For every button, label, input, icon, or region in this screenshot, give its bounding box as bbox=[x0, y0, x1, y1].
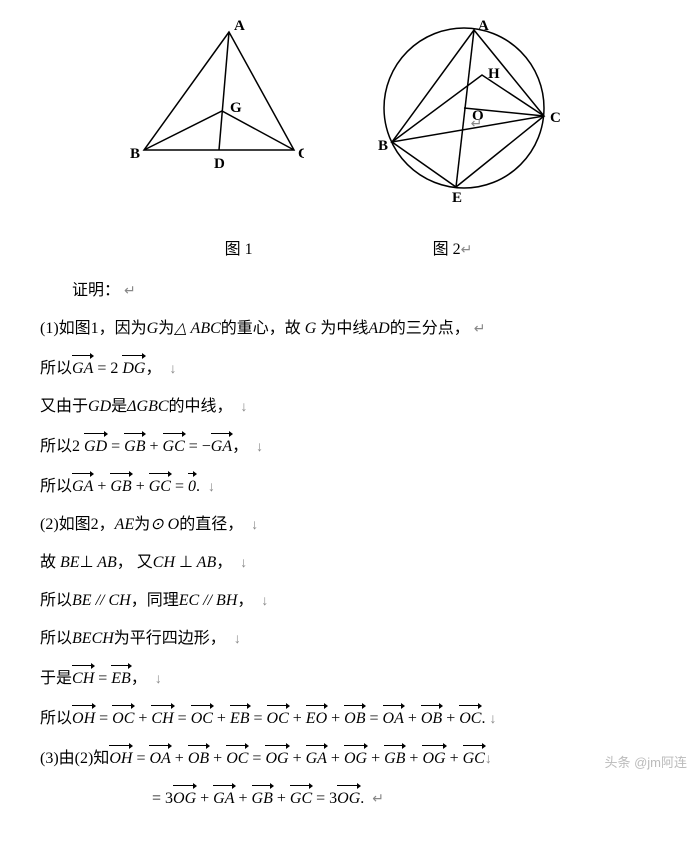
svg-text:C: C bbox=[298, 146, 304, 162]
line-13: = 3OG + GA + GB + GC = 3OG. ↵ bbox=[40, 785, 657, 811]
line-3: 又由于GD是ΔGBC的中线， ↓ bbox=[40, 395, 657, 419]
line-7: 故 BE⊥ AB， 又CH ⊥ AB， ↓ bbox=[40, 551, 657, 575]
fig1-svg: A B C D G bbox=[124, 20, 304, 175]
caption-fig2: 图 2↵ bbox=[433, 235, 473, 259]
svg-text:B: B bbox=[130, 146, 140, 162]
line-11: 所以OH = OC + CH = OC + EB = OC + EO + OB … bbox=[40, 705, 657, 731]
caption-fig1: 图 1 bbox=[225, 235, 253, 259]
return-icon: ↵ bbox=[471, 117, 483, 132]
line-10: 于是CH = EB， ↓ bbox=[40, 665, 657, 691]
line-6: (2)如图2，AE为⊙ O的直径， ↓ bbox=[40, 513, 657, 537]
svg-text:E: E bbox=[452, 190, 462, 205]
caption-row: 图 1 图 2↵ bbox=[40, 235, 657, 259]
figure-2: AB CE OH ↵ bbox=[364, 20, 574, 223]
svg-text:H: H bbox=[488, 66, 500, 82]
svg-text:B: B bbox=[378, 138, 388, 154]
line-12: (3)由(2)知OH = OA + OB + OC = OG + GA + OG… bbox=[40, 745, 657, 771]
line-8: 所以BE // CH，同理EC // BH， ↓ bbox=[40, 589, 657, 613]
watermark: 头条 @jm阿连 bbox=[604, 752, 687, 771]
figure-1: A B C D G bbox=[124, 20, 304, 223]
line-4: 所以2 GD = GB + GC = −GA， ↓ bbox=[40, 433, 657, 459]
line-1: (1)如图1，因为G为△ ABC的重心，故 G 为中线AD的三分点， ↵ bbox=[40, 317, 657, 341]
line-5: 所以GA + GB + GC = 0. ↓ bbox=[40, 473, 657, 499]
svg-text:C: C bbox=[550, 110, 561, 126]
svg-text:A: A bbox=[478, 20, 489, 34]
line-9: 所以BECH为平行四边形， ↓ bbox=[40, 627, 657, 651]
proof-header: 证明： ↵ bbox=[40, 279, 657, 303]
svg-text:A: A bbox=[234, 20, 245, 34]
line-2: 所以GA = 2 DG， ↓ bbox=[40, 355, 657, 381]
svg-text:G: G bbox=[230, 100, 242, 116]
figures-row: AB CD G AB CE OH ↵ bbox=[40, 20, 657, 223]
fig2-svg: AB CE OH bbox=[364, 20, 574, 205]
svg-text:D: D bbox=[214, 156, 225, 172]
